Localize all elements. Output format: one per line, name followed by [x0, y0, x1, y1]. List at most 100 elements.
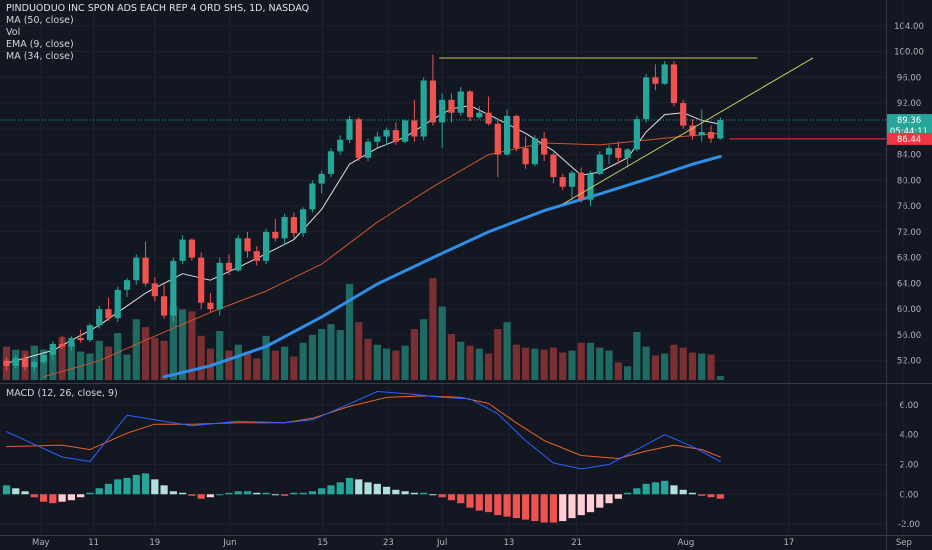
candle-body — [142, 257, 149, 284]
macd-histogram-bar — [49, 494, 57, 504]
candle-body — [318, 173, 325, 184]
volume-bar — [336, 330, 344, 380]
x-tick-label: 19 — [149, 538, 160, 548]
candle-body — [541, 138, 548, 155]
candle — [652, 64, 659, 91]
volume-bar — [438, 306, 446, 380]
price-tick-label: 76.00 — [897, 202, 921, 212]
candle — [31, 359, 38, 373]
candle-body — [179, 239, 186, 261]
macd-histogram-bar — [151, 479, 159, 495]
candle-body — [448, 99, 455, 113]
candle-body — [402, 120, 409, 142]
candle — [457, 86, 464, 116]
volume-bar — [568, 350, 576, 380]
volume-bar — [216, 331, 224, 380]
candle-body — [513, 115, 520, 149]
candle-body — [485, 112, 492, 124]
volume-bar — [373, 344, 381, 380]
volume-bar — [290, 356, 298, 380]
candle — [615, 141, 622, 165]
macd-histogram-bar — [58, 494, 66, 502]
candle-body — [198, 257, 205, 303]
macd-histogram-bar — [67, 494, 75, 501]
candle — [49, 341, 56, 361]
macd-histogram-bar — [568, 494, 576, 519]
candle-body — [596, 154, 603, 174]
macd-histogram-bar — [494, 494, 502, 516]
macd-histogram-bar — [12, 488, 20, 495]
macd-histogram-bar — [336, 482, 344, 495]
candle — [40, 352, 47, 364]
candle — [420, 77, 427, 141]
candle-body — [86, 325, 94, 341]
volume-bar — [494, 329, 502, 380]
candle-body — [96, 309, 103, 326]
candle-body — [605, 148, 613, 155]
volume-bar — [466, 345, 474, 380]
candle-body — [77, 338, 84, 341]
candle-body — [503, 115, 511, 155]
candle-body — [383, 130, 390, 137]
candle-body — [170, 260, 177, 316]
candle — [568, 170, 576, 200]
volume-bar — [586, 342, 595, 380]
macd-histogram-bar — [86, 492, 94, 495]
candle-body — [105, 309, 112, 319]
volume-bar — [512, 344, 520, 380]
volume-bar — [382, 348, 391, 380]
macd-histogram-bar — [179, 492, 187, 495]
candle — [503, 109, 511, 156]
candle-body — [207, 302, 214, 310]
candle — [318, 170, 325, 194]
price-tick-label: 92.00 — [897, 99, 921, 109]
candle — [272, 218, 279, 242]
price-tick-label: 60.00 — [897, 305, 921, 315]
macd-legend: MACD (12, 26, close, 9) — [6, 388, 118, 399]
candle-body — [392, 130, 399, 142]
candle-body — [615, 148, 622, 158]
macd-histogram-bar — [698, 494, 706, 496]
candle — [374, 132, 381, 149]
candle — [235, 235, 242, 272]
price-tick-label: 84.00 — [897, 151, 921, 161]
candle — [123, 278, 131, 297]
candle-body — [652, 77, 659, 84]
volume-bar — [262, 335, 270, 380]
macd-histogram-bar — [522, 494, 530, 520]
volume-bar — [234, 344, 242, 380]
price-tick-label: 104.00 — [894, 22, 924, 32]
macd-histogram-bar — [141, 473, 150, 495]
candle — [531, 135, 538, 167]
candle — [596, 151, 603, 176]
candle-series — [3, 54, 724, 373]
volume-bar — [114, 332, 122, 380]
candle-body — [439, 99, 446, 123]
price-tick-label: 96.00 — [897, 73, 921, 83]
volume-bar — [86, 353, 94, 380]
candle — [689, 119, 696, 140]
candle-body — [3, 360, 10, 366]
macd-histogram-bar — [623, 492, 632, 495]
macd-histogram-bar — [605, 494, 613, 504]
macd-histogram-bar — [21, 491, 29, 495]
candle — [337, 135, 344, 155]
volume-bar — [327, 324, 335, 380]
candle — [476, 106, 483, 120]
macd-histogram-bar — [281, 494, 289, 496]
candle — [411, 99, 418, 142]
macd-histogram-bar — [318, 488, 326, 495]
x-tick-label: 23 — [383, 538, 394, 548]
candle-body — [633, 119, 640, 150]
volume-bar — [197, 335, 205, 380]
candle-body — [578, 172, 585, 200]
volume-bar — [429, 278, 437, 380]
macd-tick-label: 6.00 — [900, 401, 919, 411]
candle — [105, 297, 112, 321]
last-price-label: 89.36 — [897, 116, 921, 126]
volume-bar — [484, 353, 493, 380]
candle — [448, 93, 455, 123]
x-tick-label: 17 — [783, 538, 794, 548]
volume-bar — [661, 353, 669, 380]
